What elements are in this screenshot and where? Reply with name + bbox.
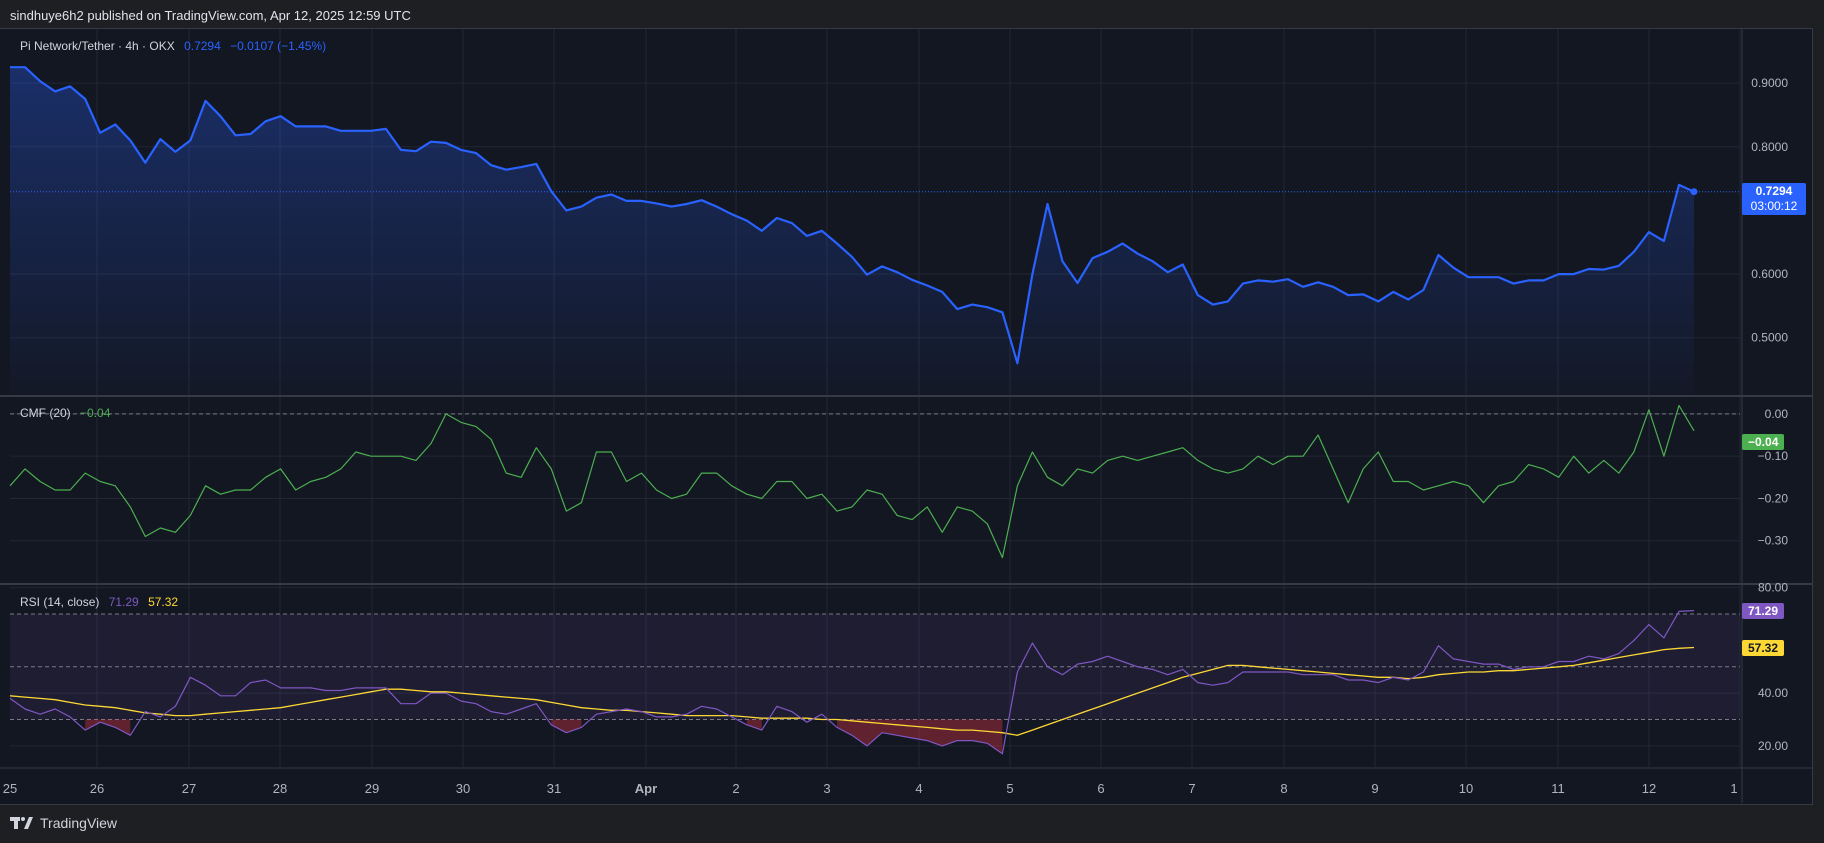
rsi-legend: RSI (14, close) 71.29 57.32: [20, 595, 184, 609]
publish-header: sindhuye6h2 published on TradingView.com…: [10, 8, 411, 23]
x-tick-label: 31: [547, 781, 561, 796]
price-area-fill: [10, 67, 1694, 395]
rsi-value: 71.29: [108, 595, 139, 609]
rsi-ma-series-line: [9, 646, 1695, 736]
x-tick-label: 29: [365, 781, 379, 796]
x-tick-label: 8: [1280, 781, 1287, 796]
x-tick-label: 27: [182, 781, 196, 796]
y-tick-label: 40.00: [1758, 686, 1788, 700]
rsi-series-line: [9, 610, 1695, 755]
footer-brand[interactable]: TradingView: [10, 815, 117, 831]
price-last-value: 0.7294: [184, 39, 221, 53]
price-last-point: [1690, 188, 1698, 196]
x-tick-label: 7: [1188, 781, 1195, 796]
x-tick-label: 25: [3, 781, 17, 796]
y-tick-label: 0.00: [1765, 407, 1789, 421]
rsi-name-label: RSI (14, close): [20, 595, 100, 609]
x-tick-label: 2: [732, 781, 739, 796]
x-tick-label: 4: [915, 781, 922, 796]
y-tick-label: −0.10: [1758, 449, 1789, 463]
x-tick-label: 1: [1730, 781, 1737, 796]
rsi-oversold-fill: [85, 719, 131, 736]
y-tick-label: −0.20: [1758, 491, 1789, 505]
x-tick-label: 6: [1097, 781, 1104, 796]
x-tick-label: 26: [90, 781, 104, 796]
x-tick-label: 11: [1551, 781, 1565, 796]
x-tick-label: 30: [456, 781, 470, 796]
price-change-value: −0.0107 (−1.45%): [230, 39, 327, 53]
cmf-last-badge: −0.04: [1742, 434, 1785, 450]
price-last-badge: 0.7294 03:00:12: [1742, 183, 1806, 215]
y-tick-label: 0.8000: [1751, 140, 1788, 154]
price-series-line: [10, 66, 1695, 365]
rsi-oversold-fill: [837, 719, 1003, 754]
x-tick-label: 28: [273, 781, 287, 796]
rsi-oversold-fill: [746, 719, 762, 731]
tradingview-logo-icon: [10, 817, 33, 829]
price-badge-value: 0.7294: [1755, 184, 1793, 198]
cmf-value: −0.04: [80, 406, 111, 420]
countdown-timer: 03:00:12: [1750, 199, 1798, 213]
y-tick-label: 0.9000: [1751, 76, 1788, 90]
x-tick-label: 10: [1459, 781, 1473, 796]
price-legend: Pi Network/Tether · 4h · OKX 0.7294 −0.0…: [20, 39, 332, 53]
x-tick-label: 9: [1371, 781, 1378, 796]
rsi-ma-last-badge: 57.32: [1742, 640, 1785, 656]
x-tick-label: 3: [823, 781, 830, 796]
y-tick-label: 0.5000: [1751, 331, 1788, 345]
x-tick-label: 12: [1642, 781, 1656, 796]
price-symbol-label: Pi Network/Tether · 4h · OKX: [20, 39, 175, 53]
y-tick-label: 80.00: [1758, 581, 1788, 595]
y-tick-label: 0.6000: [1751, 267, 1788, 281]
rsi-last-badge: 71.29: [1742, 603, 1785, 619]
x-tick-label: Apr: [635, 781, 657, 796]
cmf-name-label: CMF (20): [20, 406, 71, 420]
x-tick-label: 5: [1006, 781, 1013, 796]
y-tick-label: −0.30: [1758, 534, 1789, 548]
y-tick-label: 20.00: [1758, 739, 1788, 753]
brand-label: TradingView: [40, 815, 118, 831]
cmf-legend: CMF (20) −0.04: [20, 406, 116, 420]
rsi-ma-value: 57.32: [148, 595, 179, 609]
rsi-oversold-fill: [551, 719, 582, 733]
cmf-series-line: [9, 404, 1695, 559]
